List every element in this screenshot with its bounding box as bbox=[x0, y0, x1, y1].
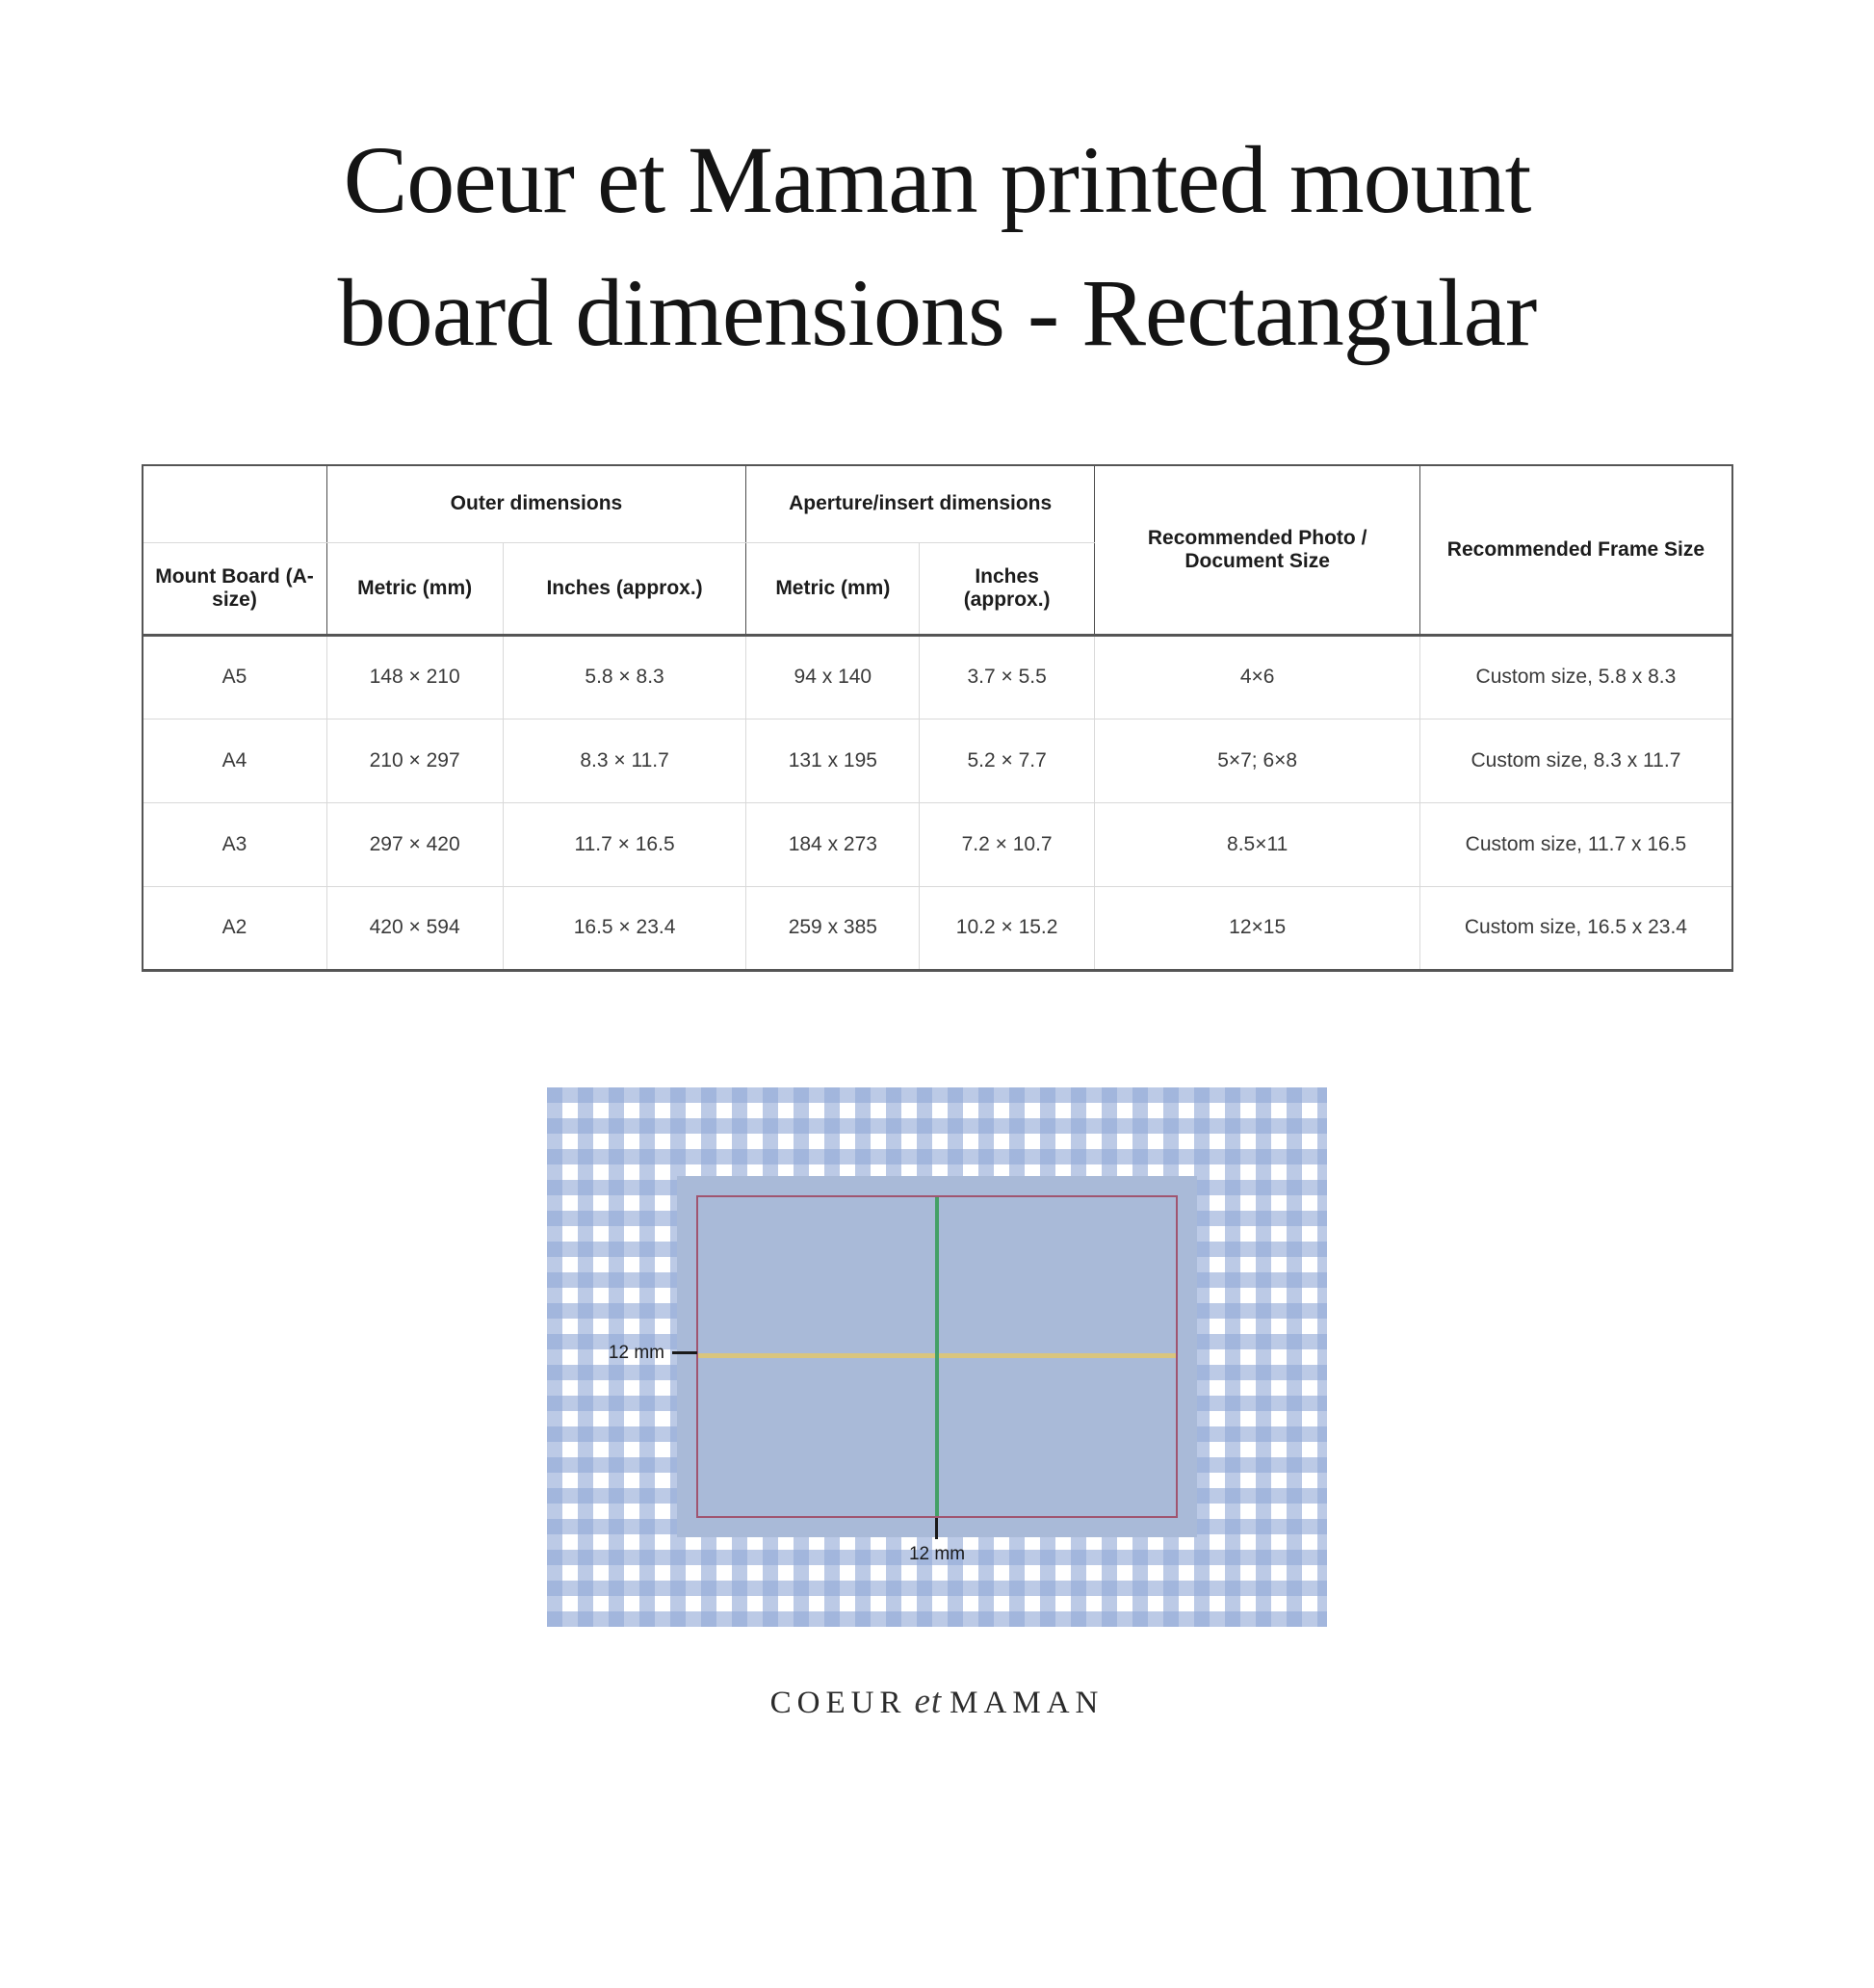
cell-frame-size: Custom size, 5.8 x 8.3 bbox=[1419, 634, 1732, 719]
header-aperture-inches: Inches (approx.) bbox=[919, 542, 1095, 637]
mount-board-diagram: 12 mm 12 mm bbox=[547, 1086, 1327, 1627]
cell-photo-size: 8.5×11 bbox=[1093, 801, 1421, 887]
cell-outer-inches: 8.3 × 11.7 bbox=[502, 718, 747, 803]
header-outer-dimensions: Outer dimensions bbox=[326, 465, 747, 543]
logo-word-et: et bbox=[914, 1681, 943, 1721]
cell-outer-inches: 5.8 × 8.3 bbox=[502, 634, 747, 719]
cell-frame-size: Custom size, 11.7 x 16.5 bbox=[1419, 801, 1732, 887]
cell-aperture-metric: 94 x 140 bbox=[745, 634, 921, 719]
cell-aperture-inches: 3.7 × 5.5 bbox=[919, 634, 1095, 719]
mount-board-illustration bbox=[677, 1175, 1197, 1537]
cell-aperture-metric: 184 x 273 bbox=[745, 801, 921, 887]
header-recommended-photo: Recommended Photo / Document Size bbox=[1094, 465, 1421, 637]
cell-outer-metric: 297 × 420 bbox=[325, 801, 504, 887]
cell-size: A3 bbox=[142, 801, 327, 887]
cell-outer-metric: 420 × 594 bbox=[325, 885, 504, 971]
left-margin-dimension: 12 mm bbox=[547, 1342, 697, 1365]
cell-size: A2 bbox=[142, 885, 327, 971]
cell-photo-size: 5×7; 6×8 bbox=[1093, 718, 1421, 803]
cell-aperture-inches: 7.2 × 10.7 bbox=[919, 801, 1095, 887]
vertical-center-line bbox=[935, 1196, 939, 1516]
header-mount-board: Mount Board (A-size) bbox=[142, 542, 327, 637]
cell-aperture-inches: 10.2 × 15.2 bbox=[919, 885, 1095, 971]
logo-word-maman: MAMAN bbox=[950, 1685, 1105, 1720]
left-margin-leader-line bbox=[672, 1351, 697, 1354]
header-aperture-dimensions: Aperture/insert dimensions bbox=[745, 465, 1095, 543]
table-row-a5: A5 148 × 210 5.8 × 8.3 94 x 140 3.7 × 5.… bbox=[142, 634, 1732, 719]
table-row-a4: A4 210 × 297 8.3 × 11.7 131 x 195 5.2 × … bbox=[142, 718, 1732, 803]
cell-outer-inches: 16.5 × 23.4 bbox=[502, 885, 747, 971]
page-title-line2: board dimensions - Rectangular bbox=[337, 259, 1538, 366]
brand-logo: COEUR et MAMAN bbox=[0, 1681, 1874, 1722]
bottom-margin-label: 12 mm bbox=[908, 1543, 966, 1564]
cell-aperture-metric: 259 x 385 bbox=[745, 885, 921, 971]
logo-word-coeur: COEUR bbox=[769, 1685, 907, 1720]
header-outer-inches: Inches (approx.) bbox=[503, 542, 747, 637]
cell-aperture-metric: 131 x 195 bbox=[745, 718, 921, 803]
header-aperture-metric: Metric (mm) bbox=[745, 542, 921, 637]
header-recommended-frame: Recommended Frame Size bbox=[1419, 465, 1732, 637]
table-header-group-row: Outer dimensions Aperture/insert dimensi… bbox=[142, 465, 1732, 637]
cell-size: A5 bbox=[142, 634, 327, 719]
cell-outer-metric: 148 × 210 bbox=[325, 634, 504, 719]
table-header-sub-row: Mount Board (A-size) Metric (mm) Inches … bbox=[142, 542, 1732, 637]
cell-outer-metric: 210 × 297 bbox=[325, 718, 504, 803]
page-title: Coeur et Maman printed mount board dimen… bbox=[0, 114, 1874, 379]
page-title-line1: Coeur et Maman printed mount bbox=[343, 126, 1532, 233]
cell-size: A4 bbox=[142, 718, 327, 803]
cell-outer-inches: 11.7 × 16.5 bbox=[502, 801, 747, 887]
cell-frame-size: Custom size, 8.3 x 11.7 bbox=[1419, 718, 1732, 803]
cell-aperture-inches: 5.2 × 7.7 bbox=[919, 718, 1095, 803]
dimensions-table: Outer dimensions Aperture/insert dimensi… bbox=[141, 464, 1733, 972]
table-row-a2: A2 420 × 594 16.5 × 23.4 259 x 385 10.2 … bbox=[142, 885, 1732, 971]
cell-photo-size: 4×6 bbox=[1093, 634, 1421, 719]
left-margin-label: 12 mm bbox=[608, 1342, 664, 1363]
aperture-outline bbox=[696, 1194, 1178, 1518]
bottom-margin-tick bbox=[935, 1517, 938, 1539]
header-outer-metric: Metric (mm) bbox=[326, 542, 504, 637]
header-empty-cell bbox=[142, 465, 327, 543]
table-row-a3: A3 297 × 420 11.7 × 16.5 184 x 273 7.2 ×… bbox=[142, 801, 1732, 887]
cell-frame-size: Custom size, 16.5 x 23.4 bbox=[1419, 885, 1732, 971]
cell-photo-size: 12×15 bbox=[1093, 885, 1421, 971]
